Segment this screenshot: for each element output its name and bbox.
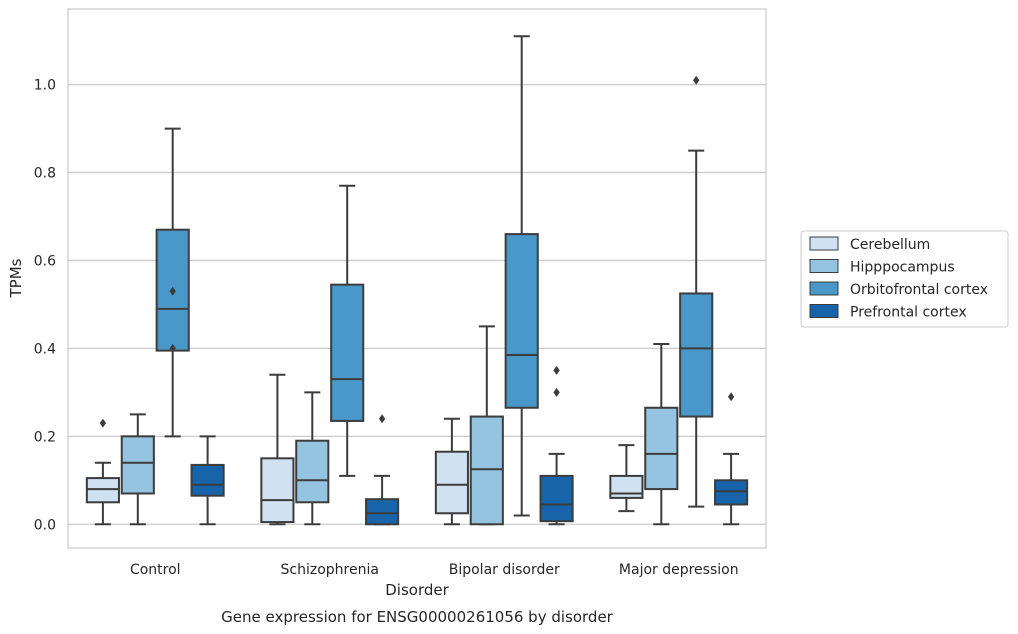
outlier-point xyxy=(693,75,700,85)
outlier-point xyxy=(378,414,386,424)
legend-label: Hipppocampus xyxy=(850,260,955,276)
box-iqr xyxy=(504,233,539,409)
box-iqr xyxy=(85,477,120,504)
x-tick-label: Major depression xyxy=(619,562,739,578)
box-iqr xyxy=(644,406,679,491)
outlier-point xyxy=(553,365,560,375)
box-prefrontal-cortex-bipolar-disorder xyxy=(539,365,574,526)
box-iqr xyxy=(260,457,295,524)
box-cerebellum-bipolar-disorder xyxy=(434,417,469,526)
box-orbitofrontal-cortex-major-depression xyxy=(679,75,714,508)
box-prefrontal-cortex-control xyxy=(190,435,225,526)
y-tick-label: 0.4 xyxy=(34,341,56,357)
x-tick-labels: Control Schizophrenia Bipolar disorder Majo… xyxy=(130,562,739,578)
x-tick-label: Bipolar disorder xyxy=(449,562,560,578)
y-tick-label: 1.0 xyxy=(34,78,56,94)
box-hipppocampus-schizophrenia xyxy=(295,391,330,526)
box-orbitofrontal-cortex-bipolar-disorder xyxy=(504,35,539,517)
legend-frame xyxy=(800,230,1009,328)
box-iqr xyxy=(120,435,155,495)
box-iqr xyxy=(365,498,400,526)
box-cerebellum-schizophrenia xyxy=(260,373,295,526)
box-iqr xyxy=(330,283,365,422)
y-tick-labels: 0.0 0.2 0.4 0.6 0.8 1.0 xyxy=(34,78,56,534)
box-iqr xyxy=(469,415,504,526)
legend-swatch xyxy=(809,236,839,251)
outlier-point xyxy=(553,387,560,397)
box-hipppocampus-control xyxy=(120,413,155,526)
legend-label: Orbitofrontal cortex xyxy=(850,282,988,298)
box-iqr xyxy=(714,479,749,506)
x-axis-label: Disorder xyxy=(385,581,449,599)
plot-frame xyxy=(67,8,767,549)
box-hipppocampus-bipolar-disorder xyxy=(469,325,504,526)
box-orbitofrontal-cortex-control xyxy=(155,127,190,438)
box-iqr xyxy=(295,439,330,504)
y-axis-label: TPMs xyxy=(7,258,25,298)
box-iqr xyxy=(679,292,714,418)
outlier-point xyxy=(727,392,735,402)
box-iqr xyxy=(190,463,225,497)
outlier-point xyxy=(169,343,176,353)
box-prefrontal-cortex-schizophrenia xyxy=(365,414,400,526)
box-iqr xyxy=(539,474,574,523)
box-iqr xyxy=(434,450,469,515)
legend: Cerebellum Hipppocampus Orbitofrontal cort… xyxy=(800,230,1009,328)
legend-label: Prefrontal cortex xyxy=(850,305,967,321)
box-orbitofrontal-cortex-schizophrenia xyxy=(330,184,365,477)
legend-swatch xyxy=(809,281,839,296)
y-tick-label: 0.2 xyxy=(34,429,56,445)
y-tick-label: 0.6 xyxy=(34,253,56,269)
x-tick-label: Schizophrenia xyxy=(281,562,379,578)
figure-caption: Gene expression for ENSG00000261056 by d… xyxy=(221,608,614,626)
box-plots xyxy=(85,35,749,526)
outlier-point xyxy=(169,286,176,296)
box-cerebellum-major-depression xyxy=(609,444,644,513)
box-cerebellum-control xyxy=(85,418,120,526)
outlier-point xyxy=(99,418,107,428)
legend-swatch xyxy=(809,304,839,318)
legend-swatch xyxy=(809,259,839,273)
y-tick-label: 0.0 xyxy=(34,517,56,533)
box-prefrontal-cortex-major-depression xyxy=(714,392,749,526)
x-tick-label: Control xyxy=(130,562,181,578)
y-tick-label: 0.8 xyxy=(34,166,56,182)
box-iqr xyxy=(609,474,644,499)
legend-label: Cerebellum xyxy=(850,237,930,253)
box-hipppocampus-major-depression xyxy=(644,343,679,526)
